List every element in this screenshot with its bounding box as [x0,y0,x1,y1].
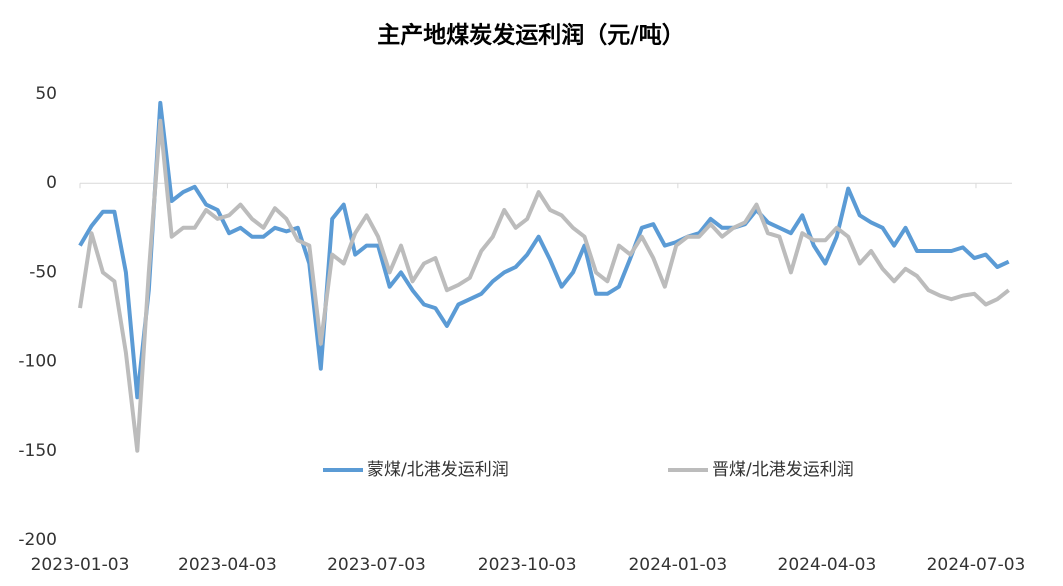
x-tick-label: 2023-10-03 [478,555,577,575]
y-tick-label: -50 [29,262,57,282]
x-tick-label: 2024-04-03 [778,555,877,575]
legend-label: 晋煤/北港发运利润 [712,460,854,480]
x-tick-label: 2023-01-03 [31,555,130,575]
x-tick-label: 2024-07-03 [927,555,1026,575]
y-tick-label: 0 [46,173,57,193]
chart-title: 主产地煤炭发运利润（元/吨） [377,22,684,49]
legend-label: 蒙煤/北港发运利润 [367,460,509,480]
y-tick-label: -200 [18,530,57,550]
x-tick-label: 2024-01-03 [628,555,727,575]
x-tick-label: 2023-04-03 [178,555,277,575]
y-tick-label: -100 [18,352,57,372]
series-line [78,118,1010,453]
y-tick-label: -150 [18,441,57,461]
x-tick-label: 2023-07-03 [327,555,426,575]
y-tick-label: 50 [35,84,57,104]
series-line [78,100,1010,400]
